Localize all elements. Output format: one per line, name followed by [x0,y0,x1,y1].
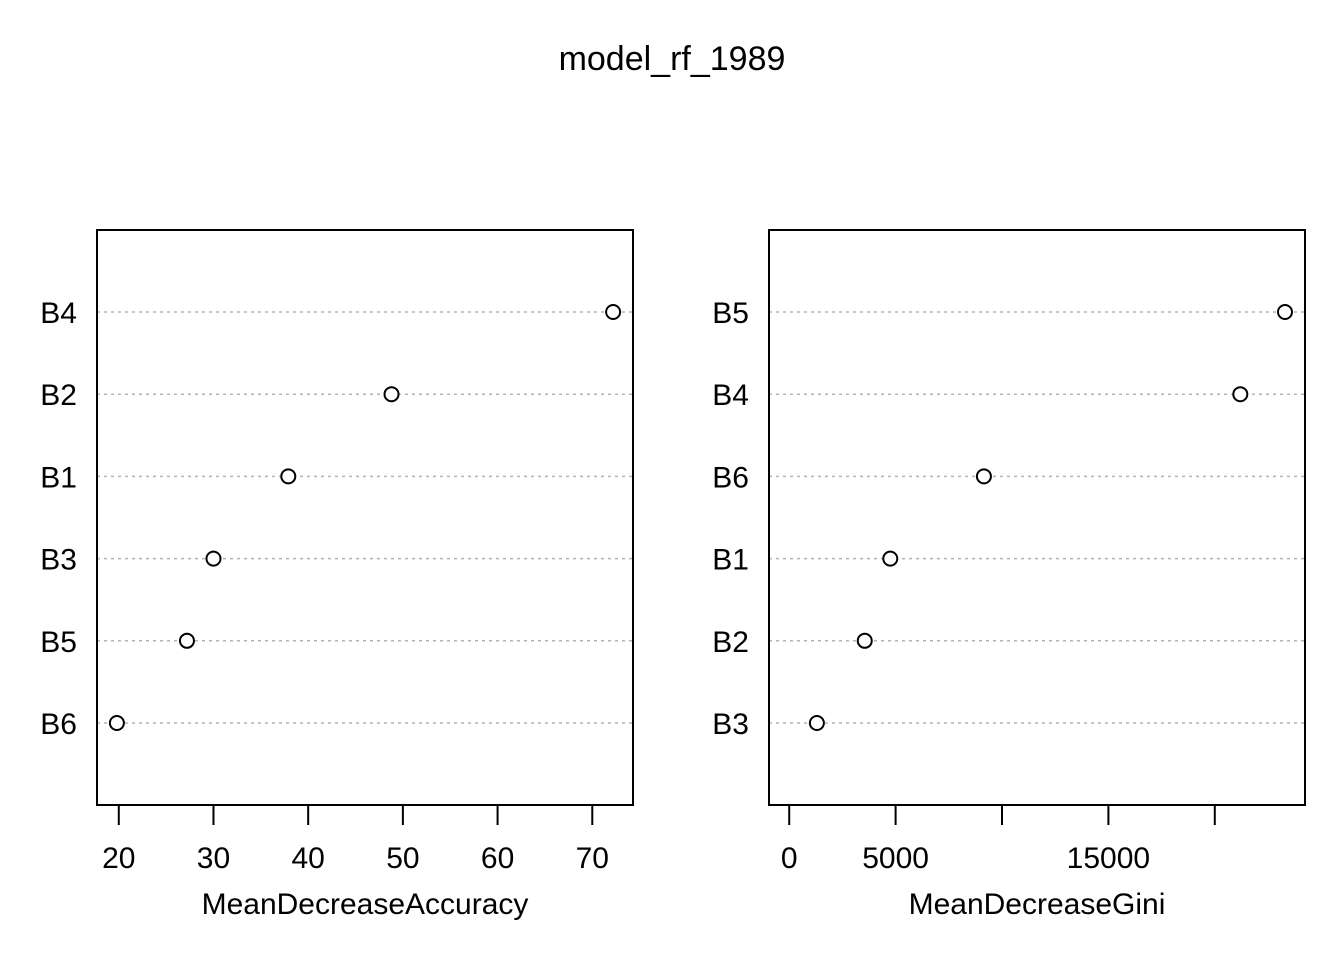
x-tick-label: 50 [386,842,419,875]
category-label: B2 [40,379,77,412]
x-tick-label: 60 [481,842,514,875]
category-label: B3 [712,708,749,741]
data-point [108,715,125,731]
data-point [205,550,222,567]
x-tick-label: 5000 [862,842,929,875]
data-point [605,304,622,320]
category-label: B1 [712,544,749,577]
x-tick-label: 0 [781,842,798,875]
category-label: B1 [40,461,77,494]
dotchart-panel-2: B3 B2 B1 B6 B4 B5 0 5000 15000 MeanDecreaseGini [712,229,1306,921]
x-tick-label: 70 [576,842,609,875]
plot-frame [768,229,1306,806]
chart-title: model_rf_1989 [559,40,786,78]
category-label: B2 [712,626,749,659]
x-tick-label: 30 [197,842,230,875]
data-point [856,632,873,649]
x-axis-label: MeanDecreaseGini [909,888,1166,921]
category-label: B5 [40,626,77,659]
x-tick-label: 15000 [1067,842,1150,875]
data-point [1276,304,1293,320]
x-tick-label: 40 [291,842,324,875]
dotchart-panel-1: B6 B5 B3 B1 B2 B4 20 30 40 50 60 70 MeanDecreaseAccu… [40,229,634,921]
category-label: B5 [712,297,749,330]
category-label: B4 [40,297,77,330]
data-point [280,468,297,485]
category-label: B6 [712,461,749,494]
x-axis-label: MeanDecreaseAccuracy [202,888,529,921]
category-label: B6 [40,708,77,741]
plot-frame [96,229,634,806]
data-point [383,386,400,403]
data-point [1232,386,1249,403]
data-point [808,715,825,731]
x-tick-label: 20 [102,842,135,875]
data-point [882,550,899,567]
category-label: B4 [712,379,749,412]
data-point [975,468,992,485]
data-point [178,632,195,649]
category-label: B3 [40,544,77,577]
